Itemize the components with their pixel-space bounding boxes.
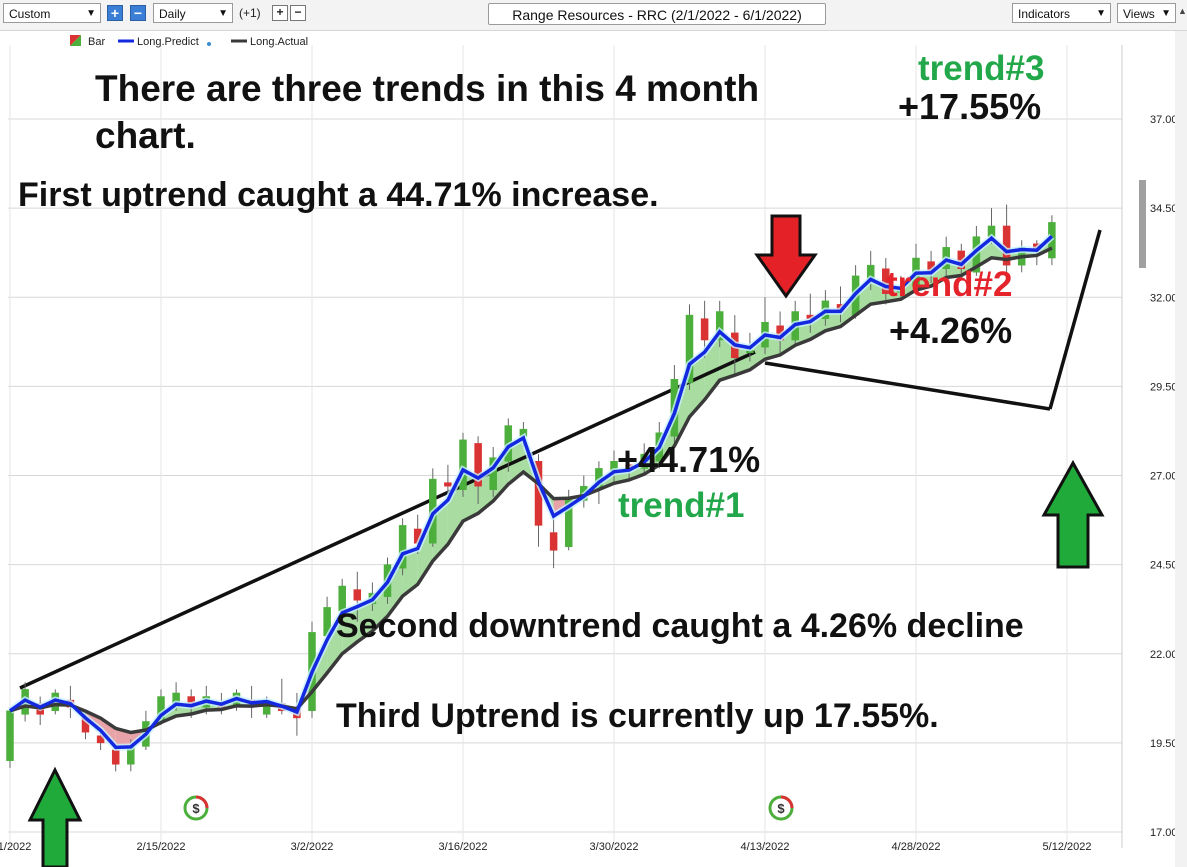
y-tick-label: 29.50	[1150, 381, 1178, 393]
indicator-lines	[7, 233, 1055, 751]
candle-body	[700, 318, 709, 341]
annotation-trend3-label: trend#3	[918, 49, 1044, 88]
x-axis: 2/1/2022 2/15/2022 3/2/2022 3/16/2022 3/30/2…	[0, 841, 1092, 853]
offset-decrease-button[interactable]: −	[290, 5, 306, 21]
trendline-3	[1048, 229, 1102, 410]
svg-text:$: $	[192, 801, 200, 816]
y-tick-label: 32.00	[1150, 292, 1178, 304]
offset-increase-button[interactable]: +	[272, 5, 288, 21]
chart-mode-select[interactable]: Custom ▼	[3, 3, 101, 23]
trendline-1	[19, 350, 756, 690]
trend-lines	[19, 229, 1102, 690]
zoom-in-button[interactable]: +	[107, 5, 123, 21]
x-tick-label: 2/15/2022	[137, 841, 186, 853]
svg-text:$: $	[777, 801, 785, 816]
indicator-fill-segment	[402, 548, 418, 597]
views-label: Views	[1123, 7, 1155, 21]
indicator-fill-segment	[432, 499, 448, 561]
indicator-fill-segment	[734, 344, 750, 376]
x-tick-label: 2/1/2022	[0, 841, 31, 853]
chevron-down-icon: ▼	[1161, 8, 1171, 19]
candle-body	[715, 311, 724, 341]
indicator-fill-segment	[342, 606, 358, 654]
chart-toolbar: Custom ▼ + − Daily ▼ (+1) + − Range Reso…	[0, 0, 1187, 31]
chart-mode-value: Custom	[9, 7, 51, 21]
legend-bar-icon	[70, 35, 81, 46]
arrow-up-icon	[1041, 459, 1105, 569]
x-tick-label: 3/30/2022	[590, 841, 639, 853]
y-tick-label: 27.00	[1150, 471, 1178, 483]
x-tick-label: 3/2/2022	[291, 841, 334, 853]
zoom-out-button[interactable]: −	[130, 5, 146, 21]
price-chart: 17.00 19.50 22.00 24.50 27.00 29.50 32.00 34.50…	[0, 31, 1187, 867]
annotation-intro-line2: chart.	[95, 115, 196, 156]
annotation-trend1-label: trend#1	[618, 486, 744, 525]
indicator-fill-segment	[765, 334, 781, 360]
offset-label: (+1)	[239, 6, 261, 20]
candle-body	[459, 439, 467, 491]
x-tick-label: 5/12/2022	[1043, 841, 1092, 853]
annotation-trend2-label: trend#2	[886, 265, 1012, 304]
dividend-icon[interactable]: $	[768, 795, 794, 821]
actual-line	[9, 246, 1053, 735]
annotation-uptrend1: First uptrend caught a 44.71% increase.	[18, 176, 659, 214]
candle-body	[353, 589, 362, 601]
y-tick-label: 24.50	[1150, 560, 1178, 572]
annotation-trend3-pct: +17.55%	[898, 86, 1041, 127]
candle-body	[474, 443, 482, 487]
x-tick-label: 4/13/2022	[741, 841, 790, 853]
annotation-downtrend: Second downtrend caught a 4.26% decline	[336, 607, 1024, 645]
y-tick-label: 17.00	[1150, 827, 1178, 839]
period-select[interactable]: Daily ▼	[153, 3, 233, 23]
scroll-up-icon[interactable]: ▲	[1178, 6, 1187, 16]
indicator-fill-segment	[357, 599, 373, 642]
indicator-fill-segment	[689, 352, 705, 417]
price-scroll-handle[interactable]	[1139, 180, 1146, 268]
indicators-label: Indicators	[1018, 7, 1071, 21]
x-tick-label: 3/16/2022	[439, 841, 488, 853]
legend-dot-icon	[207, 42, 211, 46]
views-select[interactable]: Views ▼	[1117, 3, 1176, 23]
arrow-down-icon	[754, 214, 818, 299]
candle-body	[111, 749, 120, 765]
predict-line	[8, 235, 1054, 750]
y-tick-label: 19.50	[1150, 738, 1178, 750]
y-tick-label: 37.00	[1150, 114, 1178, 126]
chart-background	[0, 31, 1187, 867]
legend-actual: Long.Actual	[250, 36, 308, 48]
candle-body	[685, 314, 694, 384]
x-tick-label: 4/28/2022	[892, 841, 941, 853]
annotation-uptrend3: Third Uptrend is currently up 17.55%.	[336, 697, 939, 735]
scrollbar-track[interactable]	[1175, 31, 1187, 867]
y-tick-label: 22.00	[1150, 649, 1178, 661]
arrow-up-icon	[27, 766, 83, 867]
annotation-trend1-pct: +44.71%	[617, 439, 760, 480]
chevron-down-icon: ▼	[86, 8, 96, 19]
legend-predict: Long.Predict	[137, 36, 199, 48]
candle-body	[444, 482, 452, 487]
y-axis: 17.00 19.50 22.00 24.50 27.00 29.50 32.00 34.50…	[1121, 45, 1178, 848]
indicators-select[interactable]: Indicators ▼	[1012, 3, 1111, 23]
candle-body	[6, 710, 14, 761]
chart-title: Range Resources - RRC (2/1/2022 - 6/1/20…	[488, 3, 826, 25]
candle-body	[549, 532, 558, 551]
period-value: Daily	[159, 7, 186, 21]
candle-body	[398, 525, 407, 569]
chevron-down-icon: ▼	[1096, 8, 1106, 19]
annotation-trend2-pct: +4.26%	[889, 310, 1012, 351]
dividend-icon[interactable]: $	[183, 795, 209, 821]
legend-bar: Bar	[88, 36, 105, 48]
y-tick-label: 34.50	[1150, 203, 1178, 215]
chevron-down-icon: ▼	[218, 8, 228, 19]
trendline-2	[764, 361, 1051, 411]
annotation-intro-line1: There are three trends in this 4 month	[95, 68, 759, 109]
chart-legend: Bar Long.Predict Long.Actual	[70, 35, 308, 48]
